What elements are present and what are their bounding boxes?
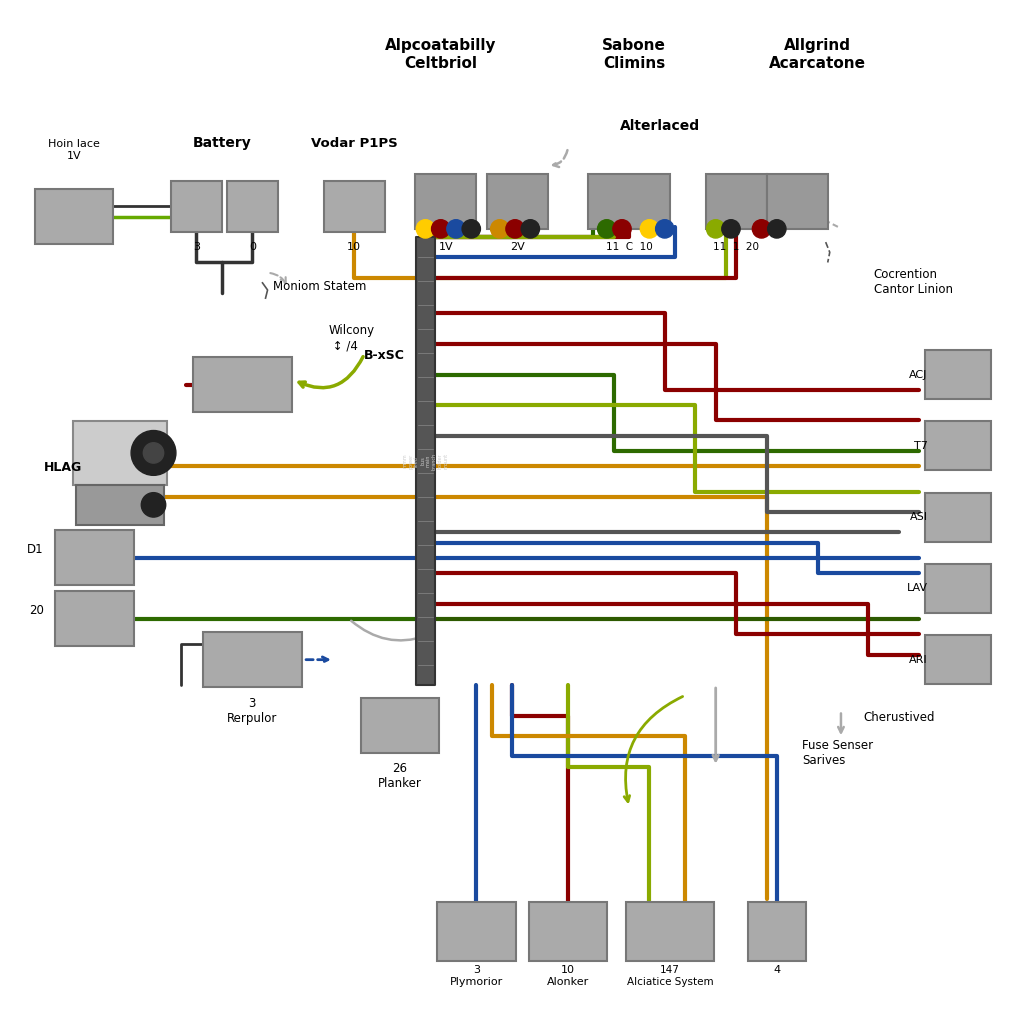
Text: 10
Alonker: 10 Alonker (547, 966, 589, 987)
Circle shape (655, 220, 674, 238)
Circle shape (446, 220, 465, 238)
Text: ACJ: ACJ (909, 370, 928, 380)
FancyBboxPatch shape (171, 181, 222, 231)
Circle shape (462, 220, 480, 238)
FancyBboxPatch shape (926, 564, 990, 612)
Text: ASI: ASI (909, 512, 928, 522)
FancyBboxPatch shape (203, 632, 302, 687)
Text: mmm
power
feed
bus
main
branch
holder
mount: mmm power feed bus main branch holder mo… (402, 453, 449, 470)
Text: 3
Rerpulor: 3 Rerpulor (227, 697, 278, 725)
FancyBboxPatch shape (589, 174, 670, 229)
FancyBboxPatch shape (926, 493, 990, 542)
Text: Cocrention
Cantor Linion: Cocrention Cantor Linion (873, 268, 952, 296)
Text: 0: 0 (249, 242, 256, 252)
Text: 2V: 2V (510, 242, 524, 252)
Text: 4: 4 (773, 966, 780, 975)
Circle shape (707, 220, 725, 238)
Circle shape (490, 220, 509, 238)
Text: HLAG: HLAG (43, 461, 82, 474)
Text: 10: 10 (347, 242, 361, 252)
FancyBboxPatch shape (528, 902, 607, 962)
FancyBboxPatch shape (193, 357, 292, 413)
Circle shape (417, 220, 434, 238)
Text: Wilcony
 ↕ /4: Wilcony ↕ /4 (329, 324, 375, 352)
Bar (417, 237, 434, 685)
FancyBboxPatch shape (360, 698, 439, 754)
Text: Battery: Battery (193, 136, 251, 151)
Circle shape (521, 220, 540, 238)
Circle shape (131, 430, 176, 475)
Text: Fuse Senser
Sarives: Fuse Senser Sarives (802, 738, 873, 767)
FancyBboxPatch shape (416, 174, 476, 229)
Text: Vodar P1PS: Vodar P1PS (310, 137, 397, 151)
Text: LAV: LAV (906, 584, 928, 593)
FancyBboxPatch shape (486, 174, 548, 229)
Circle shape (598, 220, 615, 238)
Text: 26
Planker: 26 Planker (378, 762, 422, 790)
Circle shape (506, 220, 524, 238)
Text: 3
Plymorior: 3 Plymorior (450, 966, 503, 987)
FancyBboxPatch shape (626, 902, 714, 962)
Text: Allgrind
Acarcatone: Allgrind Acarcatone (769, 39, 866, 71)
FancyBboxPatch shape (73, 421, 167, 484)
Text: Sabone
Climins: Sabone Climins (602, 39, 667, 71)
FancyBboxPatch shape (437, 902, 515, 962)
Text: 11  C  10: 11 C 10 (606, 242, 652, 252)
FancyBboxPatch shape (748, 902, 806, 962)
FancyBboxPatch shape (926, 350, 990, 399)
Circle shape (143, 442, 164, 463)
Text: B-xSC: B-xSC (365, 349, 406, 362)
Circle shape (753, 220, 771, 238)
Text: Alpcoatabilly
Celtbriol: Alpcoatabilly Celtbriol (385, 39, 497, 71)
Circle shape (722, 220, 740, 238)
FancyBboxPatch shape (767, 174, 827, 229)
FancyBboxPatch shape (706, 174, 767, 229)
Text: 20: 20 (29, 604, 43, 616)
Text: 11  1  20: 11 1 20 (713, 242, 759, 252)
Text: 3: 3 (193, 242, 200, 252)
Text: Cherustived: Cherustived (863, 711, 935, 724)
Text: 147
Alciatice System: 147 Alciatice System (627, 966, 713, 987)
Text: ARI: ARI (909, 654, 928, 665)
Circle shape (431, 220, 450, 238)
Circle shape (768, 220, 786, 238)
FancyBboxPatch shape (227, 181, 278, 231)
Circle shape (141, 493, 166, 517)
Text: 1V: 1V (438, 242, 453, 252)
Text: Alterlaced: Alterlaced (620, 119, 699, 133)
FancyBboxPatch shape (55, 530, 134, 586)
FancyBboxPatch shape (324, 181, 385, 231)
FancyBboxPatch shape (35, 189, 114, 244)
Text: Moniom Statem: Moniom Statem (272, 280, 366, 293)
Text: Hoin lace
1V: Hoin lace 1V (48, 139, 100, 161)
Circle shape (640, 220, 658, 238)
FancyBboxPatch shape (55, 592, 134, 646)
FancyBboxPatch shape (926, 635, 990, 684)
Text: D1: D1 (27, 543, 43, 556)
Text: T7: T7 (913, 440, 928, 451)
FancyBboxPatch shape (76, 484, 164, 525)
Circle shape (612, 220, 631, 238)
FancyBboxPatch shape (926, 421, 990, 470)
